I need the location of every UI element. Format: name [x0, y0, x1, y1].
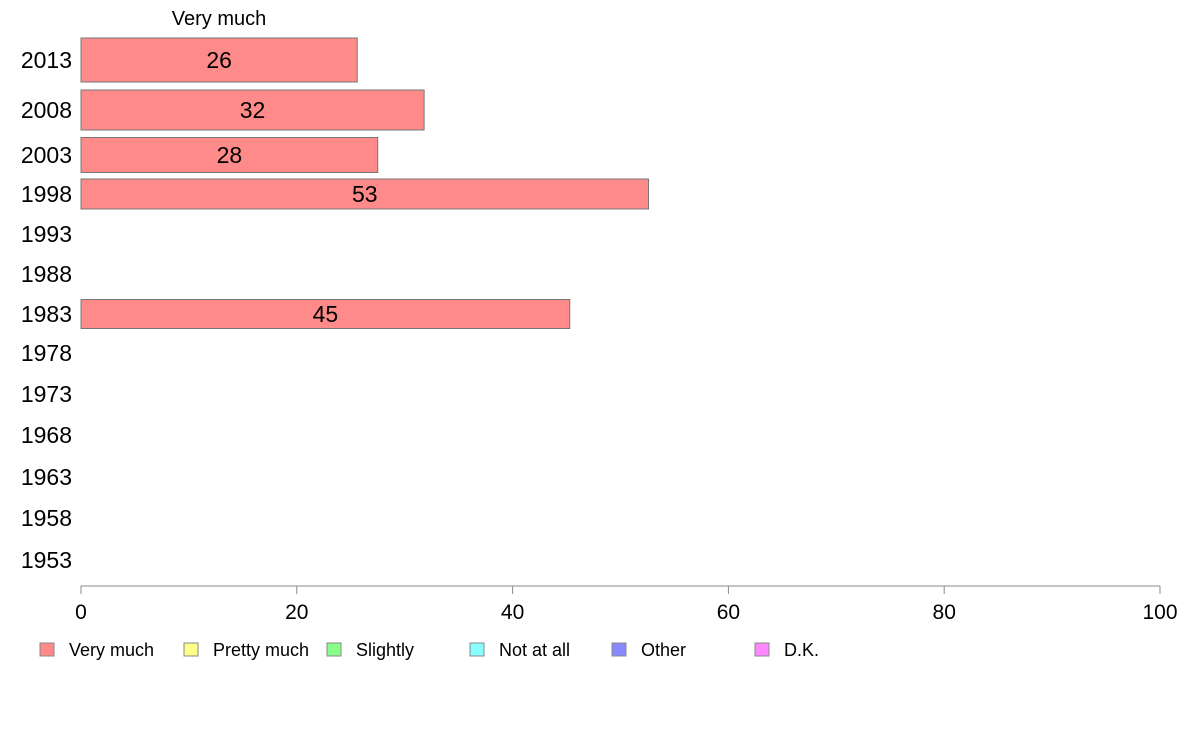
legend-label-not-at-all: Not at all	[499, 640, 570, 660]
legend-label-very-much: Very much	[69, 640, 154, 660]
legend-swatch-pretty-much	[183, 642, 199, 657]
bar-1983	[80, 299, 571, 329]
bar-value-label-1998: 53	[352, 181, 378, 207]
year-label-1988: 1988	[21, 261, 72, 287]
x-tick-label-60: 60	[717, 601, 740, 624]
legend-swatch-other	[611, 642, 627, 657]
year-label-1953: 1953	[21, 547, 72, 573]
year-label-1963: 1963	[21, 464, 72, 490]
x-tick-label-100: 100	[1142, 601, 1177, 624]
bar-2013	[80, 37, 358, 83]
year-label-1968: 1968	[21, 422, 72, 448]
year-label-2008: 2008	[21, 97, 72, 123]
bar-2008	[80, 89, 425, 131]
year-label-2013: 2013	[21, 47, 72, 73]
bar-value-label-2013: 26	[206, 47, 232, 73]
year-label-1993: 1993	[21, 221, 72, 247]
legend-label-other: Other	[641, 640, 686, 660]
x-tick-label-20: 20	[285, 601, 308, 624]
year-label-2003: 2003	[21, 142, 72, 168]
year-label-1998: 1998	[21, 181, 72, 207]
year-label-1983: 1983	[21, 301, 72, 327]
x-tick-label-40: 40	[501, 601, 524, 624]
x-tick-label-80: 80	[933, 601, 956, 624]
bars: 26 32 28 53 45	[80, 37, 650, 329]
bar-value-label-2008: 32	[240, 97, 266, 123]
legend: Very much Pretty much Slightly Not at all Ot…	[39, 640, 819, 660]
legend-label-d-k: D.K.	[784, 640, 819, 660]
x-axis: 0 20 40 60 80 100	[75, 585, 1178, 624]
y-axis-labels: 2013 2008 2003 1998 1993 1988 1983 1978 1973 1968…	[21, 47, 72, 573]
bar-value-label-1983: 45	[313, 301, 339, 327]
legend-label-pretty-much: Pretty much	[213, 640, 309, 660]
bar-1998	[80, 178, 650, 210]
year-label-1958: 1958	[21, 505, 72, 531]
legend-swatch-not-at-all	[469, 642, 485, 657]
bar-2003	[80, 137, 379, 173]
year-label-1973: 1973	[21, 381, 72, 407]
x-tick-label-0: 0	[75, 601, 87, 624]
legend-swatch-d-k	[754, 642, 770, 657]
legend-label-slightly: Slightly	[356, 640, 414, 660]
legend-swatch-slightly	[326, 642, 342, 657]
series-title: Very much	[172, 8, 266, 30]
legend-swatch-very-much	[39, 642, 55, 657]
year-label-1978: 1978	[21, 340, 72, 366]
bar-value-label-2003: 28	[217, 142, 243, 168]
